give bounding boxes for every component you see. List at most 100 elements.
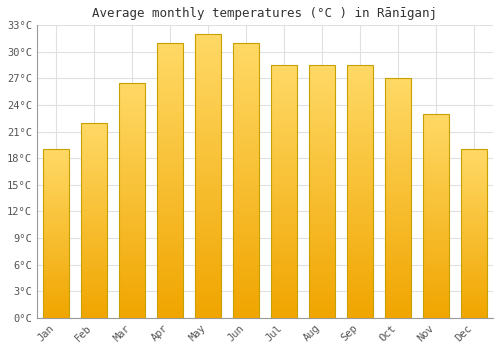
Bar xyxy=(384,251,411,253)
Bar xyxy=(156,98,183,101)
Bar xyxy=(194,94,221,97)
Bar xyxy=(270,257,297,260)
Bar xyxy=(384,189,411,191)
Bar xyxy=(118,123,145,125)
Bar xyxy=(156,54,183,57)
Bar xyxy=(460,149,487,318)
Bar xyxy=(384,299,411,301)
Bar xyxy=(42,170,69,171)
Bar xyxy=(80,193,107,195)
Bar xyxy=(384,301,411,303)
Bar xyxy=(118,278,145,280)
Bar xyxy=(42,271,69,272)
Bar xyxy=(118,205,145,208)
Bar xyxy=(460,282,487,284)
Bar xyxy=(156,276,183,279)
Bar xyxy=(422,236,450,238)
Bar xyxy=(308,285,336,288)
Bar xyxy=(422,275,450,277)
Bar xyxy=(232,114,259,117)
Bar xyxy=(194,51,221,54)
Bar xyxy=(42,247,69,249)
Bar xyxy=(308,139,336,141)
Bar xyxy=(460,269,487,271)
Bar xyxy=(422,293,450,295)
Bar xyxy=(270,262,297,265)
Bar xyxy=(118,158,145,160)
Bar xyxy=(42,164,69,166)
Bar xyxy=(460,261,487,262)
Bar xyxy=(308,68,336,70)
Bar xyxy=(232,222,259,224)
Bar xyxy=(422,126,450,128)
Bar xyxy=(42,190,69,191)
Bar xyxy=(194,204,221,207)
Bar xyxy=(422,302,450,303)
Bar xyxy=(80,181,107,183)
Bar xyxy=(384,246,411,248)
Bar xyxy=(460,266,487,267)
Bar xyxy=(42,262,69,264)
Bar xyxy=(346,300,374,303)
Bar xyxy=(308,234,336,237)
Bar xyxy=(422,181,450,183)
Bar xyxy=(422,230,450,232)
Bar xyxy=(42,163,69,164)
Bar xyxy=(232,202,259,205)
Bar xyxy=(42,252,69,254)
Title: Average monthly temperatures (°C ) in Rānīganj: Average monthly temperatures (°C ) in Rā… xyxy=(92,7,438,20)
Bar xyxy=(156,84,183,87)
Bar xyxy=(232,136,259,139)
Bar xyxy=(194,253,221,256)
Bar xyxy=(80,314,107,316)
Bar xyxy=(42,299,69,301)
Bar xyxy=(156,222,183,224)
Bar xyxy=(422,155,450,157)
Bar xyxy=(118,259,145,261)
Bar xyxy=(156,62,183,65)
Bar xyxy=(42,230,69,232)
Bar xyxy=(80,220,107,222)
Bar xyxy=(270,68,297,70)
Bar xyxy=(346,234,374,237)
Bar xyxy=(232,156,259,159)
Bar xyxy=(80,257,107,259)
Bar xyxy=(156,279,183,282)
Bar xyxy=(156,252,183,255)
Bar xyxy=(118,106,145,109)
Bar xyxy=(194,164,221,168)
Bar xyxy=(270,187,297,189)
Bar xyxy=(270,139,297,141)
Bar xyxy=(194,301,221,304)
Bar xyxy=(460,293,487,294)
Bar xyxy=(422,204,450,206)
Bar xyxy=(156,312,183,315)
Bar xyxy=(42,306,69,308)
Bar xyxy=(194,270,221,272)
Bar xyxy=(422,171,450,173)
Bar xyxy=(308,209,336,212)
Bar xyxy=(80,228,107,230)
Bar xyxy=(194,278,221,281)
Bar xyxy=(42,267,69,269)
Bar xyxy=(422,122,450,124)
Bar xyxy=(346,204,374,207)
Bar xyxy=(460,264,487,266)
Bar xyxy=(156,49,183,51)
Bar xyxy=(232,194,259,197)
Bar xyxy=(422,279,450,281)
Bar xyxy=(156,200,183,202)
Bar xyxy=(194,170,221,173)
Bar xyxy=(80,300,107,302)
Bar xyxy=(42,315,69,316)
Bar xyxy=(80,242,107,244)
Bar xyxy=(422,114,450,116)
Bar xyxy=(118,85,145,88)
Bar xyxy=(80,316,107,318)
Bar xyxy=(156,299,183,301)
Bar xyxy=(422,128,450,130)
Bar xyxy=(460,306,487,308)
Bar xyxy=(422,289,450,291)
Bar xyxy=(346,80,374,83)
Bar xyxy=(42,158,69,160)
